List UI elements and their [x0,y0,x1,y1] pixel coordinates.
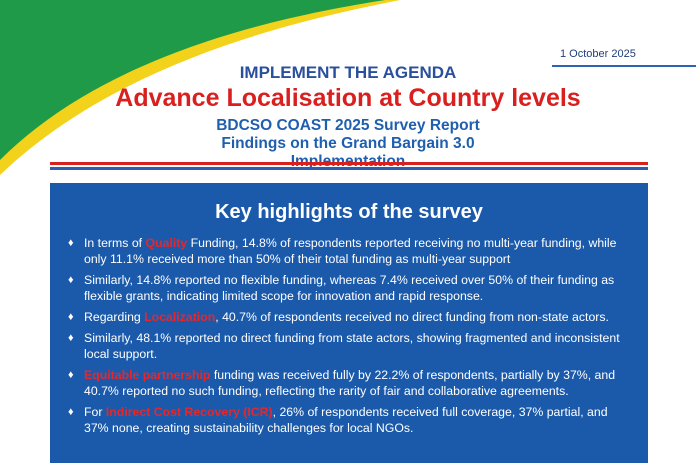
text: For [84,405,106,419]
title: Advance Localisation at Country levels [115,84,581,112]
text: Regarding [84,310,145,324]
highlight-item: Similarly, 48.1% reported no direct fund… [68,330,634,362]
text: , 26% of respondents received full cover… [84,405,608,435]
highlight-item: For Indirect Cost Recovery (ICR), 26% of… [68,404,634,436]
highlight-item: Regarding Localization, 40.7% of respond… [68,309,634,325]
highlight-item: In terms of Quality Funding, 14.8% of re… [68,235,634,267]
kicker: IMPLEMENT THE AGENDA [239,63,457,82]
highlights-title: Key highlights of the survey [215,201,483,223]
text: Similarly, 48.1% reported no direct fund… [84,331,620,361]
text: Funding, 14.8% of respondents reported r… [84,236,617,266]
date: 1 October 2025 [560,48,636,60]
emphasis: Quality [145,236,188,250]
highlights-box: Key highlights of the survey In terms of… [50,183,648,463]
subtitle: BDCSO COAST 2025 Survey Report Findings … [216,117,480,170]
highlight-item: Similarly, 14.8% reported no flexible fu… [68,272,634,304]
text: In terms of [84,236,146,250]
highlights-list: In terms of Quality Funding, 14.8% of re… [68,235,634,441]
text: funding was received fully by 22.2% of r… [84,368,616,398]
emphasis: Equitable partnership [84,368,211,382]
text: , 40.7% of respondents received no direc… [215,310,609,324]
date-rule [552,65,696,67]
emphasis: Localization [144,310,216,324]
rule [50,167,648,170]
emphasis: Indirect Cost Recovery (ICR) [105,405,273,419]
rule [50,162,648,165]
highlight-item: Equitable partnership funding was receiv… [68,367,634,399]
page: 1 October 2025 IMPLEMENT THE AGENDA Adva… [0,0,696,445]
header-swoosh [0,0,400,175]
text: Similarly, 14.8% reported no flexible fu… [84,273,615,303]
